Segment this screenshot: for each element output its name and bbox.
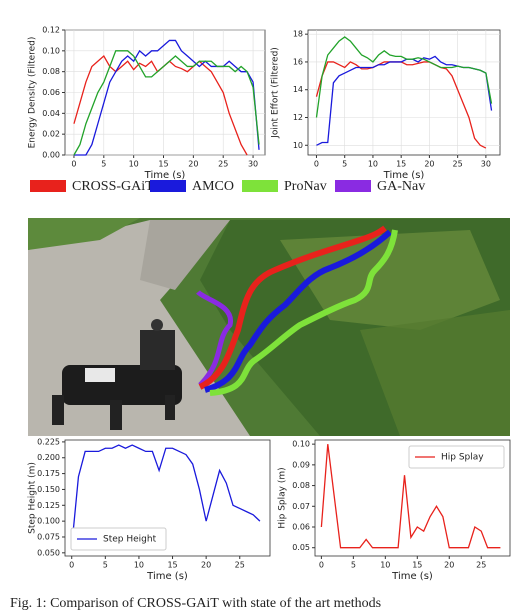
y-tick-label: 0.08: [42, 67, 60, 76]
x-tick-label: 20: [201, 561, 211, 570]
legend-label: CROSS-GAiT: [72, 179, 154, 194]
x-axis-label: Time (s): [146, 571, 188, 582]
x-tick-label: 0: [314, 160, 319, 169]
y-axis-label: Energy Density (Filtered): [28, 37, 38, 149]
plot-area: [307, 29, 501, 156]
y-tick-label: 0.05: [292, 543, 310, 552]
x-tick-label: 0: [71, 160, 76, 169]
legend-label: AMCO: [192, 179, 234, 194]
y-tick-label: 0.07: [292, 502, 310, 511]
x-axis-label: Time (s): [383, 170, 425, 181]
x-tick-label: 20: [444, 561, 454, 570]
y-tick-label: 0.075: [37, 532, 60, 541]
y-tick-label: 0.10: [42, 46, 60, 55]
y-tick-label: 16: [293, 57, 303, 66]
x-tick-label: 30: [481, 160, 491, 169]
x-tick-label: 10: [129, 160, 139, 169]
y-tick-label: 0.04: [42, 109, 60, 118]
y-tick-label: 10: [293, 141, 303, 150]
y-tick-label: 0.00: [42, 151, 60, 160]
legend-label: GA-Nav: [377, 179, 425, 194]
y-axis-label: Step Height (m): [28, 462, 38, 534]
x-tick-label: 25: [218, 160, 228, 169]
legend-label: Step Height: [103, 535, 157, 545]
x-tick-label: 25: [453, 160, 463, 169]
legend-swatch: [335, 180, 371, 192]
y-tick-label: 0.12: [42, 26, 60, 35]
y-tick-label: 0.050: [37, 548, 60, 557]
x-tick-label: 5: [101, 160, 106, 169]
y-tick-label: 0.09: [292, 460, 310, 469]
x-tick-label: 15: [412, 561, 422, 570]
legend-box: [70, 527, 167, 551]
x-tick-label: 0: [319, 561, 324, 570]
legend-swatch: [150, 180, 186, 192]
x-tick-label: 25: [476, 561, 486, 570]
x-tick-label: 5: [103, 561, 108, 570]
legend-swatch: [242, 180, 278, 192]
x-tick-label: 5: [342, 160, 347, 169]
y-tick-label: 0.06: [292, 523, 310, 532]
legend-swatch: [30, 180, 66, 192]
y-tick-label: 0.10: [292, 440, 310, 449]
y-tick-label: 0.175: [37, 469, 60, 478]
data-line: [320, 444, 501, 549]
x-tick-label: 20: [424, 160, 434, 169]
x-tick-label: 0: [69, 561, 74, 570]
x-axis-label: Time (s): [144, 170, 186, 181]
x-tick-label: 10: [368, 160, 378, 169]
y-tick-label: 0.02: [42, 130, 60, 139]
y-tick-label: 12: [293, 113, 303, 122]
x-tick-label: 15: [396, 160, 406, 169]
x-tick-label: 15: [158, 160, 168, 169]
y-tick-label: 0.225: [37, 437, 60, 446]
data-line: [73, 50, 260, 156]
x-tick-label: 10: [134, 561, 144, 570]
y-axis-label: Hip Splay (m): [278, 467, 288, 528]
data-line: [315, 36, 493, 118]
data-line: [73, 39, 260, 156]
legend-label: ProNav: [284, 179, 327, 194]
x-tick-label: 30: [248, 160, 258, 169]
legend-box: [408, 445, 505, 469]
y-tick-label: 0.150: [37, 485, 60, 494]
x-tick-label: 25: [235, 561, 245, 570]
x-tick-label: 20: [188, 160, 198, 169]
y-tick-label: 0.06: [42, 88, 60, 97]
x-tick-label: 5: [351, 561, 356, 570]
y-tick-label: 0.08: [292, 481, 310, 490]
y-tick-label: 14: [293, 85, 303, 94]
y-tick-label: 0.125: [37, 501, 60, 510]
y-axis-label: Joint Effort (Filtered): [271, 47, 281, 139]
y-tick-label: 0.200: [37, 453, 60, 462]
caption: Fig. 1: Comparison of CROSS-GAiT with st…: [10, 596, 381, 610]
y-tick-label: 0.100: [37, 517, 60, 526]
legend-label: Hip Splay: [441, 453, 484, 463]
photo: [28, 218, 510, 436]
y-tick-label: 18: [293, 30, 303, 39]
x-axis-label: Time (s): [391, 571, 433, 582]
x-tick-label: 10: [380, 561, 390, 570]
data-line: [71, 444, 261, 547]
x-tick-label: 15: [167, 561, 177, 570]
